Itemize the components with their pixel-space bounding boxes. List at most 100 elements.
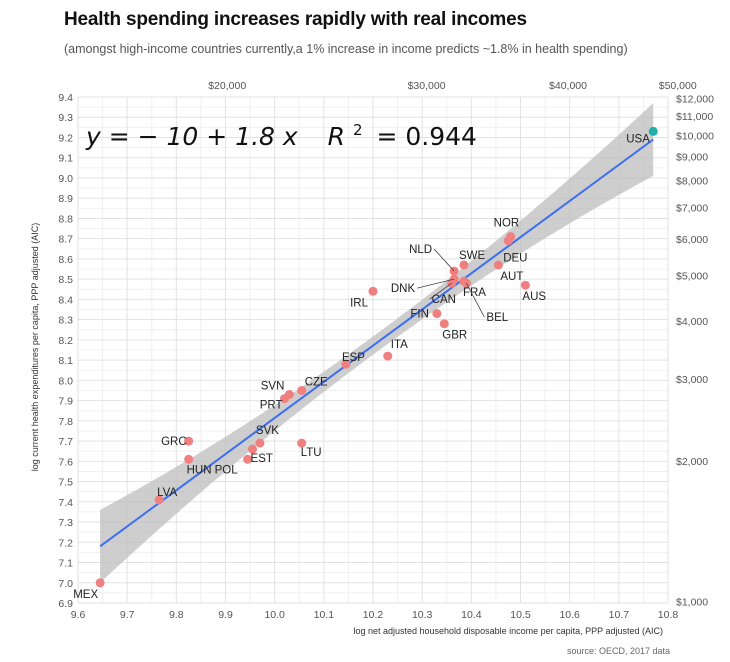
data-point-ltu <box>297 438 307 448</box>
y-tick-label: 7.2 <box>58 537 73 549</box>
points-layer <box>95 126 658 588</box>
data-point-irl <box>368 286 378 296</box>
point-label-svn: SVN <box>261 381 285 393</box>
right-axis-tick-label: $4,000 <box>676 316 708 328</box>
point-label-ltu: LTU <box>301 447 322 459</box>
data-point-gbr <box>439 319 449 329</box>
x-tick-label: 10.0 <box>264 609 285 621</box>
data-point-grc <box>184 436 194 446</box>
point-label-esp: ESP <box>342 352 365 364</box>
point-label-hun: HUN <box>187 464 212 476</box>
point-label-cze: CZE <box>305 376 328 388</box>
right-axis-tick-label: $8,000 <box>676 176 708 188</box>
data-point-esp <box>341 359 351 369</box>
point-label-irl: IRL <box>350 297 369 309</box>
data-point-hun <box>184 454 194 464</box>
right-axis-tick-label: $6,000 <box>676 234 708 246</box>
x-tick-label: 9.8 <box>169 609 184 621</box>
data-point-est <box>248 444 258 454</box>
data-point-svn <box>284 390 294 400</box>
point-label-usa: USA <box>626 133 650 145</box>
fit-line-layer <box>99 138 654 548</box>
leader-line-can <box>429 282 452 300</box>
point-label-nor: NOR <box>494 218 520 230</box>
point-label-grc: GRC <box>161 436 187 448</box>
right-axis-tick-label: $9,000 <box>676 152 708 164</box>
x-tick-label: 9.6 <box>71 609 86 621</box>
right-axis-tick-label: $5,000 <box>676 271 708 283</box>
y-tick-label: 7.8 <box>58 416 73 428</box>
point-label-lva: LVA <box>157 487 177 499</box>
y-tick-label: 8.0 <box>58 375 73 387</box>
top-axis-tick-label: $50,000 <box>659 80 697 92</box>
point-label-aut: AUT <box>500 271 523 283</box>
data-point-mex <box>95 578 105 588</box>
y-tick-label: 7.7 <box>58 436 73 448</box>
y-tick-label: 7.9 <box>58 396 73 408</box>
right-axis-tick-label: $7,000 <box>676 203 708 215</box>
top-axis-tick-label: $30,000 <box>408 80 446 92</box>
y-axis-label: log current health expenditures per capi… <box>30 223 40 471</box>
y-tick-label: 7.3 <box>58 517 73 529</box>
x-tick-label: 10.7 <box>609 609 630 621</box>
y-tick-label: 8.1 <box>58 355 73 367</box>
y-tick-label: 8.5 <box>58 274 73 286</box>
data-point-nor <box>506 232 516 242</box>
right-axis-tick-label: $2,000 <box>676 456 708 468</box>
y-tick-label: 9.0 <box>58 173 73 185</box>
r2-rhs: = 0.944 <box>376 122 476 151</box>
r2-prefix: R <box>328 122 345 151</box>
top-axis-tick-label: $40,000 <box>549 80 587 92</box>
point-label-gbr: GBR <box>442 330 467 342</box>
point-label-prt: PRT <box>260 400 283 412</box>
y-tick-label: 7.0 <box>58 578 73 590</box>
x-tick-label: 10.5 <box>510 609 531 621</box>
point-label-dnk: DNK <box>391 283 416 295</box>
x-tick-label: 10.8 <box>658 609 679 621</box>
data-point-lva <box>154 495 164 505</box>
data-point-usa <box>648 126 658 136</box>
y-tick-label: 6.9 <box>58 598 73 610</box>
y-tick-label: 9.1 <box>58 153 73 165</box>
point-label-aus: AUS <box>522 291 546 303</box>
chart-subtitle: (amongst high-income countries currently… <box>64 42 628 56</box>
x-tick-label: 9.9 <box>218 609 233 621</box>
top-axis-tick-label: $20,000 <box>208 80 246 92</box>
data-point-svk <box>255 438 265 448</box>
point-label-can: CAN <box>432 294 456 306</box>
point-label-est: EST <box>251 453 273 465</box>
x-tick-label: 10.4 <box>461 609 482 621</box>
y-tick-label: 7.1 <box>58 558 73 570</box>
data-point-swe <box>459 260 469 270</box>
right-axis-tick-label: $1,000 <box>676 596 708 608</box>
point-label-deu: DEU <box>503 253 527 265</box>
data-point-ita <box>383 351 393 361</box>
point-label-nld: NLD <box>409 244 432 256</box>
source-note: source: OECD, 2017 data <box>566 646 670 656</box>
data-point-pol <box>243 454 253 464</box>
x-tick-label: 10.1 <box>314 609 335 621</box>
x-tick-label: 9.7 <box>120 609 135 621</box>
y-tick-label: 8.7 <box>58 234 73 246</box>
y-tick-label: 7.4 <box>58 497 73 509</box>
point-label-pol: POL <box>215 464 239 476</box>
y-tick-label: 9.3 <box>58 112 73 124</box>
leader-line-bel <box>466 283 485 318</box>
y-tick-label: 8.2 <box>58 335 73 347</box>
x-tick-label: 10.2 <box>363 609 384 621</box>
y-tick-label: 8.9 <box>58 193 73 205</box>
y-tick-label: 7.5 <box>58 477 73 489</box>
leader-line-dnk <box>417 278 455 289</box>
data-point-fin <box>432 309 442 319</box>
x-tick-label: 10.3 <box>412 609 433 621</box>
x-axis-label: log net adjusted household disposable in… <box>353 626 663 636</box>
data-point-cze <box>297 385 307 395</box>
point-label-bel: BEL <box>486 312 508 324</box>
point-label-fra: FRA <box>463 287 486 299</box>
data-point-aus <box>520 280 530 290</box>
data-point-aut <box>493 260 503 270</box>
y-tick-label: 8.8 <box>58 213 73 225</box>
point-label-ita: ITA <box>391 339 408 351</box>
point-labels-layer: MEX LVA GRC HUN POL EST SVK LTU PRT SVN CZE ESP ITA I… <box>73 133 650 600</box>
